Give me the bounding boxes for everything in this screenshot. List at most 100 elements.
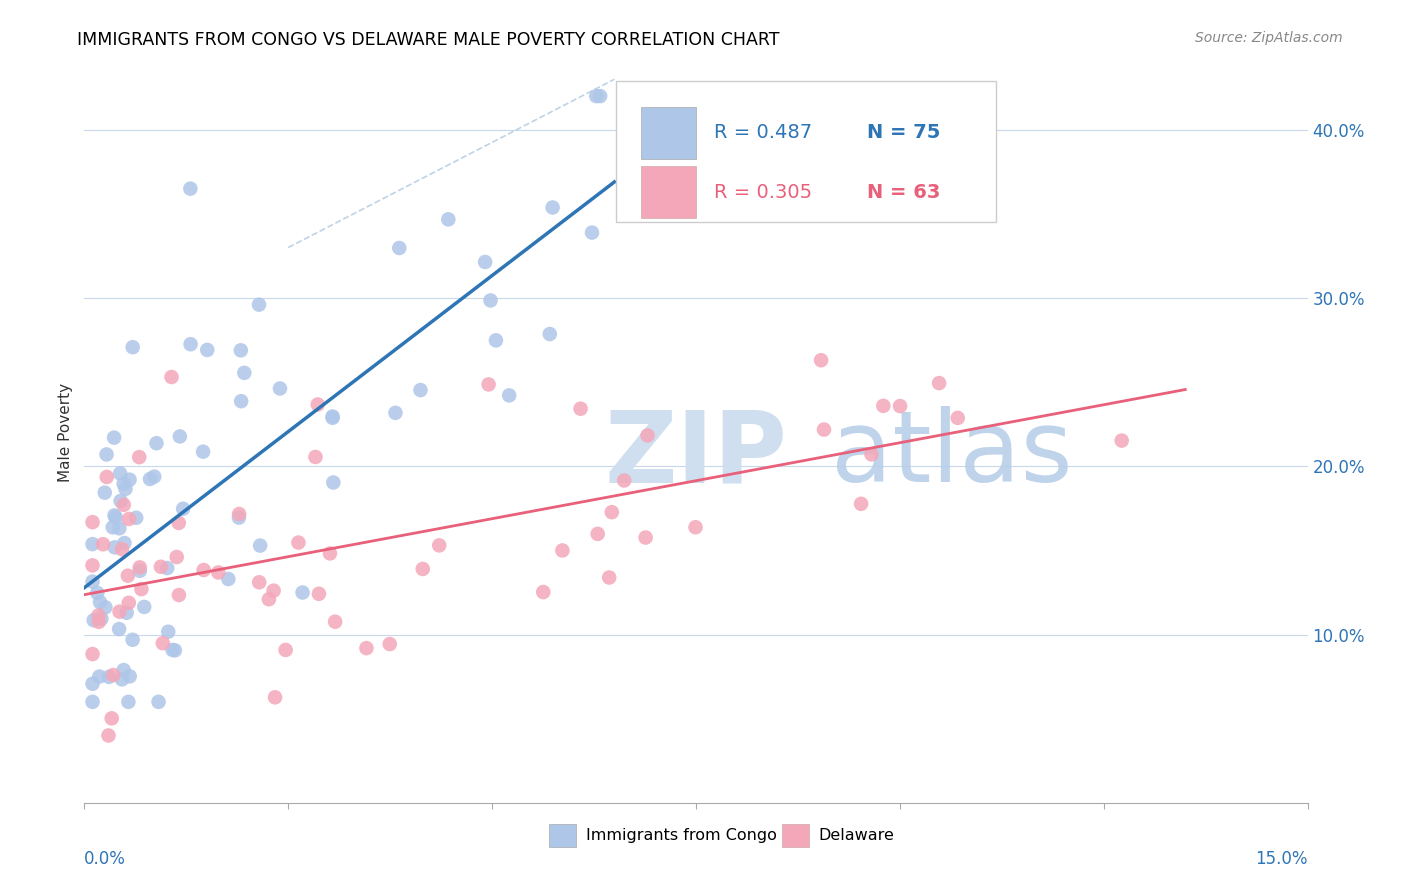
Point [291, 585, 314, 599]
Point [83, 613, 105, 627]
Point [148, 695, 170, 709]
Point [112, 476, 135, 491]
Point [82, 574, 104, 589]
Point [247, 575, 270, 590]
Point [94, 600, 117, 615]
Point [128, 450, 150, 464]
Point [437, 212, 460, 227]
Point [82, 515, 104, 529]
Point [474, 255, 496, 269]
Point [872, 399, 894, 413]
Point [82, 558, 104, 573]
Point [1111, 434, 1133, 448]
Point [163, 643, 186, 657]
Point [813, 423, 835, 437]
Point [103, 668, 125, 682]
Point [229, 343, 252, 358]
Text: Source: ZipAtlas.com: Source: ZipAtlas.com [1195, 31, 1343, 45]
Point [118, 596, 141, 610]
Point [118, 669, 141, 683]
Point [167, 516, 190, 530]
Point [946, 411, 969, 425]
Point [103, 431, 125, 445]
Point [115, 606, 138, 620]
Point [589, 89, 612, 103]
Text: 15.0%: 15.0% [1256, 850, 1308, 868]
Point [231, 394, 253, 409]
Point [541, 201, 564, 215]
Point [207, 566, 229, 580]
Point [134, 599, 156, 614]
Point [90, 612, 112, 626]
FancyBboxPatch shape [782, 823, 808, 847]
Point [569, 401, 592, 416]
Point [233, 366, 256, 380]
Point [928, 376, 950, 390]
Point [228, 507, 250, 521]
Point [613, 474, 636, 488]
Point [307, 397, 329, 411]
Point [100, 711, 122, 725]
Point [810, 353, 832, 368]
Point [304, 450, 326, 464]
Point [308, 587, 330, 601]
Point [96, 447, 118, 461]
Text: R = 0.305: R = 0.305 [714, 183, 813, 202]
Point [149, 559, 172, 574]
Point [409, 383, 432, 397]
Point [125, 510, 148, 524]
Point [263, 583, 285, 598]
Point [128, 564, 150, 578]
Point [169, 429, 191, 443]
Point [195, 343, 218, 357]
Point [685, 520, 707, 534]
Point [145, 436, 167, 450]
Point [111, 673, 134, 687]
FancyBboxPatch shape [550, 823, 576, 847]
Point [117, 568, 139, 582]
Point [139, 472, 162, 486]
Y-axis label: Male Poverty: Male Poverty [58, 383, 73, 483]
Point [581, 226, 603, 240]
Point [118, 512, 141, 526]
Point [162, 643, 184, 657]
Point [247, 298, 270, 312]
Point [191, 444, 214, 458]
Point [585, 89, 607, 103]
Point [108, 605, 131, 619]
Point [388, 241, 411, 255]
Point [478, 377, 501, 392]
Point [156, 561, 179, 575]
Point [551, 543, 574, 558]
FancyBboxPatch shape [641, 166, 696, 218]
Point [104, 541, 127, 555]
Point [97, 670, 120, 684]
Point [356, 641, 378, 656]
Point [180, 337, 202, 351]
Point [82, 695, 104, 709]
Text: IMMIGRANTS FROM CONGO VS DELAWARE MALE POVERTY CORRELATION CHART: IMMIGRANTS FROM CONGO VS DELAWARE MALE P… [77, 31, 780, 49]
Point [103, 508, 125, 523]
Point [322, 475, 344, 490]
Point [157, 624, 180, 639]
Point [152, 636, 174, 650]
Point [889, 399, 911, 413]
Text: atlas: atlas [831, 407, 1073, 503]
Point [538, 326, 561, 341]
Text: N = 75: N = 75 [868, 123, 941, 143]
FancyBboxPatch shape [616, 81, 995, 221]
Point [498, 388, 520, 402]
Point [600, 505, 623, 519]
Point [427, 538, 450, 552]
Point [94, 485, 117, 500]
Point [193, 563, 215, 577]
Point [322, 409, 344, 424]
Point [82, 647, 104, 661]
Point [479, 293, 502, 308]
Point [860, 447, 883, 461]
Text: R = 0.487: R = 0.487 [714, 123, 813, 143]
Point [128, 560, 150, 574]
Point [89, 669, 111, 683]
Point [485, 334, 508, 348]
Point [86, 586, 108, 600]
